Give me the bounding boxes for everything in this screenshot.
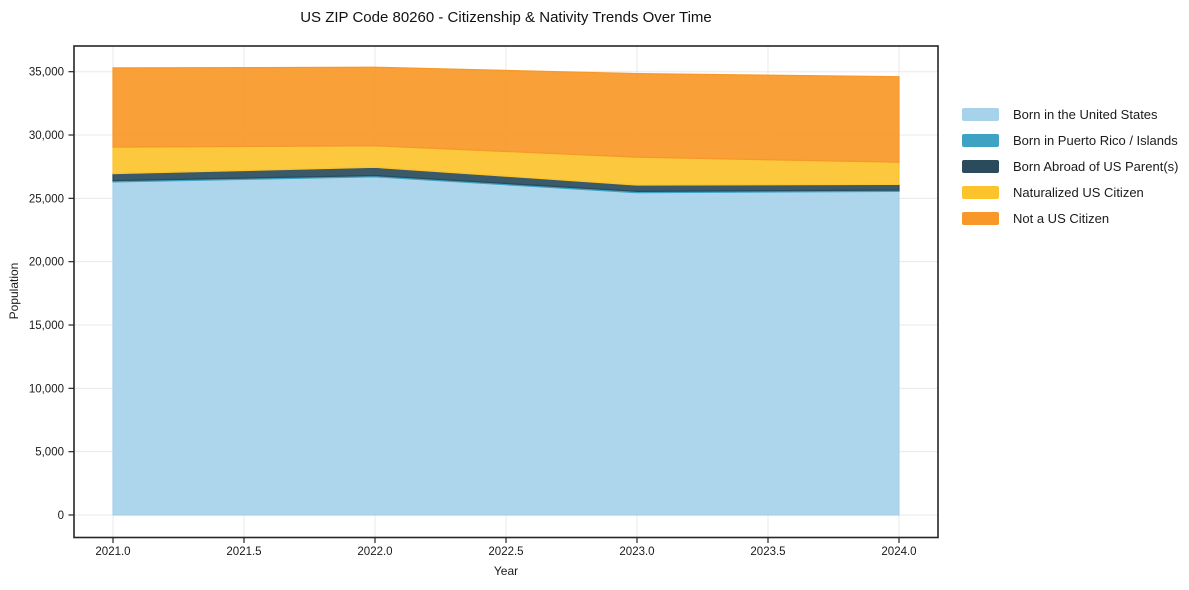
x-tick-label: 2023.5 <box>750 546 785 558</box>
plot-border <box>73 45 939 539</box>
area-not-a-us-citizen <box>112 66 900 163</box>
legend-swatch-icon <box>962 159 999 173</box>
y-tick-label: 30,000 <box>29 130 64 142</box>
legend-label: Naturalized US Citizen <box>1013 184 1144 200</box>
y-tick-label: 35,000 <box>29 67 64 79</box>
legend: Born in the United States Born in Puerto … <box>962 101 1178 231</box>
legend-item-born-in-puerto-rico-islands: Born in Puerto Rico / Islands <box>962 127 1178 153</box>
y-axis-label: Population <box>7 262 21 320</box>
legend-swatch-icon <box>962 211 999 225</box>
y-tick-label: 0 <box>58 510 64 522</box>
legend-item-born-in-the-united-states: Born in the United States <box>962 101 1178 127</box>
legend-swatch-icon <box>962 133 999 147</box>
legend-item-naturalized-us-citizen: Naturalized US Citizen <box>962 179 1178 205</box>
y-tick-label: 15,000 <box>29 320 64 332</box>
legend-item-not-a-us-citizen: Not a US Citizen <box>962 205 1178 231</box>
y-tick-label: 20,000 <box>29 257 64 269</box>
x-tick-label: 2022.0 <box>357 546 392 558</box>
legend-swatch-icon <box>962 107 999 121</box>
x-axis-label: Year <box>493 564 519 578</box>
x-tick-label: 2021.0 <box>95 546 130 558</box>
legend-label: Born in the United States <box>1013 106 1158 122</box>
x-tick-label: 2023.0 <box>619 546 654 558</box>
y-tick-label: 25,000 <box>29 193 64 205</box>
x-tick-label: 2022.5 <box>488 546 523 558</box>
x-tick-label: 2021.5 <box>226 546 261 558</box>
chart-title: US ZIP Code 80260 - Citizenship & Nativi… <box>300 9 712 26</box>
x-tick-label: 2024.0 <box>881 546 916 558</box>
y-tick-label: 5,000 <box>35 447 64 459</box>
area-born-in-the-united-states <box>112 176 900 516</box>
y-tick-label: 10,000 <box>29 383 64 395</box>
legend-label: Not a US Citizen <box>1013 210 1110 226</box>
legend-label: Born in Puerto Rico / Islands <box>1013 132 1178 148</box>
legend-item-born-abroad-of-us-parent-s: Born Abroad of US Parent(s) <box>962 153 1178 179</box>
legend-label: Born Abroad of US Parent(s) <box>1013 158 1179 174</box>
legend-swatch-icon <box>962 185 999 199</box>
